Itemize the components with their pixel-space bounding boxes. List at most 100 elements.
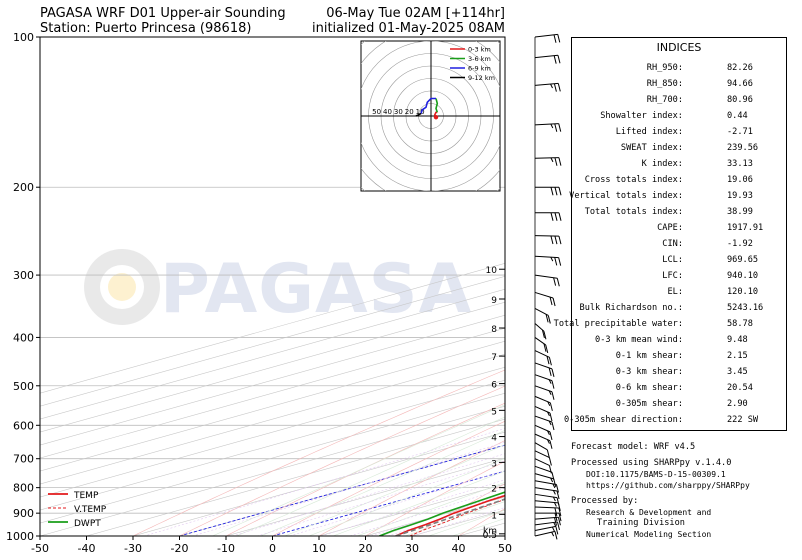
isotherm-line (40, 327, 505, 459)
hodograph-legend-label: 9-12 km (468, 74, 495, 82)
mixing-ratio-line (143, 428, 505, 536)
isotherm-line (40, 379, 505, 511)
barb-feather (550, 235, 554, 245)
dry-adiabat (365, 460, 505, 536)
index-label: Cross totals index: (584, 175, 683, 185)
x-tick-label: 10 (312, 542, 326, 555)
isotherm-line (40, 353, 505, 485)
isotherm-line (40, 405, 505, 536)
index-value: 940.10 (727, 271, 759, 281)
hodograph-range-label: 30 (394, 108, 403, 116)
isotherm-line (86, 418, 505, 536)
barb-feather (550, 83, 553, 89)
index-label: 0-305m shear direction: (564, 415, 683, 425)
wind-barb (534, 415, 555, 431)
footer-processed: Processed using SHARPpy v.1.4.0 (571, 458, 732, 468)
barb-staff (534, 458, 550, 466)
footer-org1: Research & Development and (586, 508, 712, 517)
moist-adiabat (235, 416, 505, 536)
index-label: EL: (667, 287, 683, 297)
y-tick-label: 500 (13, 380, 34, 393)
wind-barb (534, 521, 560, 531)
init-time: initialized 01-May-2025 08AM (311, 21, 505, 36)
barb-feather (543, 343, 547, 352)
barb-feather (553, 502, 557, 507)
barb-feather (551, 421, 555, 431)
chart-title: PAGASA WRF D01 Upper-air Sounding Statio… (40, 6, 286, 36)
wind-barb (535, 186, 562, 196)
index-label: 0-1 km shear: (615, 351, 683, 361)
barb-feather (558, 513, 562, 522)
indices-panel: INDICES RH_950: 82.26 RH_850: 94.66 RH_700: 8… (554, 37, 787, 431)
y-tick-label: 900 (13, 507, 34, 520)
wind-barb (534, 395, 553, 411)
hodograph-legend-label: 3-6 km (468, 55, 491, 63)
index-value: 9.48 (727, 335, 748, 345)
index-label: RH_850: (646, 79, 683, 89)
wind-barb (534, 465, 555, 481)
barb-feather (554, 187, 558, 196)
y-tick-label: 100 (13, 31, 34, 44)
barb-feather (548, 367, 552, 377)
barb-staff (534, 374, 553, 382)
footer-doi: DOI:10.1175/BAMS-D-15-00309.1 (586, 470, 726, 479)
moist-adiabat (427, 509, 505, 536)
index-label: Showalter index: (600, 111, 683, 121)
footer-url[interactable]: https://github.com/sharppy/SHARPpy (586, 481, 750, 490)
footer-org2: Training Division (597, 518, 685, 528)
barb-feather (558, 507, 562, 517)
barb-feather (549, 440, 553, 449)
index-label: LFC: (662, 271, 683, 281)
hodograph: 50 40 30 20 10 0-3 km3-6 km 6-9 km9-12 km (360, 40, 501, 192)
index-label: 0-6 km shear: (615, 383, 683, 393)
index-value: 2.15 (727, 351, 748, 361)
index-label: RH_950: (646, 63, 683, 73)
barb-feather (546, 449, 550, 458)
index-value: -1.92 (727, 239, 753, 249)
y-tick-label: 600 (13, 419, 34, 432)
hodograph-range-label: 10 (416, 108, 425, 116)
profile-parcel (395, 498, 505, 536)
dry-adiabat (179, 385, 505, 536)
isotherm-line (40, 275, 505, 407)
index-value: 969.65 (727, 255, 759, 265)
y-tick-label: 200 (13, 181, 34, 194)
title-line1: PAGASA WRF D01 Upper-air Sounding (40, 6, 286, 21)
barb-feather (541, 329, 545, 339)
isotherm-line (132, 431, 505, 536)
barb-feather (555, 484, 559, 493)
barb-feather (554, 235, 558, 245)
index-value: 20.54 (727, 383, 753, 393)
barb-feather (545, 314, 549, 323)
height-tick-label: 9 (491, 296, 497, 306)
barb-feather (549, 412, 553, 422)
isotherm-line (40, 262, 505, 394)
barb-feather (543, 331, 547, 340)
barb-feather (553, 522, 557, 527)
legend: TEMP V.TEMP DWPT (48, 491, 107, 529)
barb-staff (534, 450, 550, 458)
barb-feather (558, 212, 562, 221)
x-tick-label: -30 (124, 542, 142, 555)
footer-credits: Forecast model: WRF v4.5 Processed using… (571, 442, 799, 540)
barb-feather (557, 34, 561, 43)
barb-feather (550, 157, 554, 163)
barb-feather (554, 212, 558, 221)
wind-barb (534, 458, 552, 474)
index-value: 222 SW (727, 415, 759, 425)
legend-label: DWPT (74, 519, 101, 529)
barb-staff (534, 442, 548, 451)
barb-feather (554, 157, 558, 166)
index-label: 0-3 km shear: (615, 367, 683, 377)
moist-adiabat (332, 470, 505, 536)
barb-feather (548, 465, 552, 474)
wind-barb (534, 525, 559, 535)
index-value: 80.96 (727, 95, 753, 105)
footer-org3: Numerical Modeling Section (586, 530, 712, 539)
index-value: 2.90 (727, 399, 748, 409)
wind-barb (534, 433, 553, 449)
hodograph-range-label: 50 (372, 108, 381, 116)
barb-feather (551, 531, 555, 537)
profile-vtemp (409, 498, 505, 536)
wind-barb (534, 274, 560, 287)
